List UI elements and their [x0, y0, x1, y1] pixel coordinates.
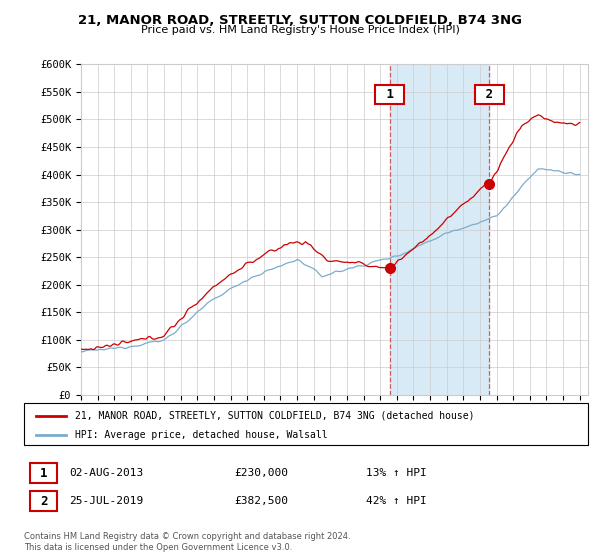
Text: HPI: Average price, detached house, Walsall: HPI: Average price, detached house, Wals… [75, 430, 328, 440]
Text: Contains HM Land Registry data © Crown copyright and database right 2024.
This d: Contains HM Land Registry data © Crown c… [24, 532, 350, 552]
Text: 13% ↑ HPI: 13% ↑ HPI [366, 468, 427, 478]
Bar [390, 64, 489, 395]
Text: Price paid vs. HM Land Registry's House Price Index (HPI): Price paid vs. HM Land Registry's House … [140, 25, 460, 35]
Text: 2: 2 [478, 88, 500, 101]
Text: 1: 1 [40, 466, 47, 480]
Text: £382,500: £382,500 [234, 496, 288, 506]
Text: 2: 2 [40, 494, 47, 508]
Text: 25-JUL-2019: 25-JUL-2019 [69, 496, 143, 506]
Text: 21, MANOR ROAD, STREETLY, SUTTON COLDFIELD, B74 3NG (detached house): 21, MANOR ROAD, STREETLY, SUTTON COLDFIE… [75, 410, 475, 421]
Text: 02-AUG-2013: 02-AUG-2013 [69, 468, 143, 478]
Text: 1: 1 [379, 88, 401, 101]
Text: £230,000: £230,000 [234, 468, 288, 478]
Text: 21, MANOR ROAD, STREETLY, SUTTON COLDFIELD, B74 3NG: 21, MANOR ROAD, STREETLY, SUTTON COLDFIE… [78, 14, 522, 27]
Text: 42% ↑ HPI: 42% ↑ HPI [366, 496, 427, 506]
